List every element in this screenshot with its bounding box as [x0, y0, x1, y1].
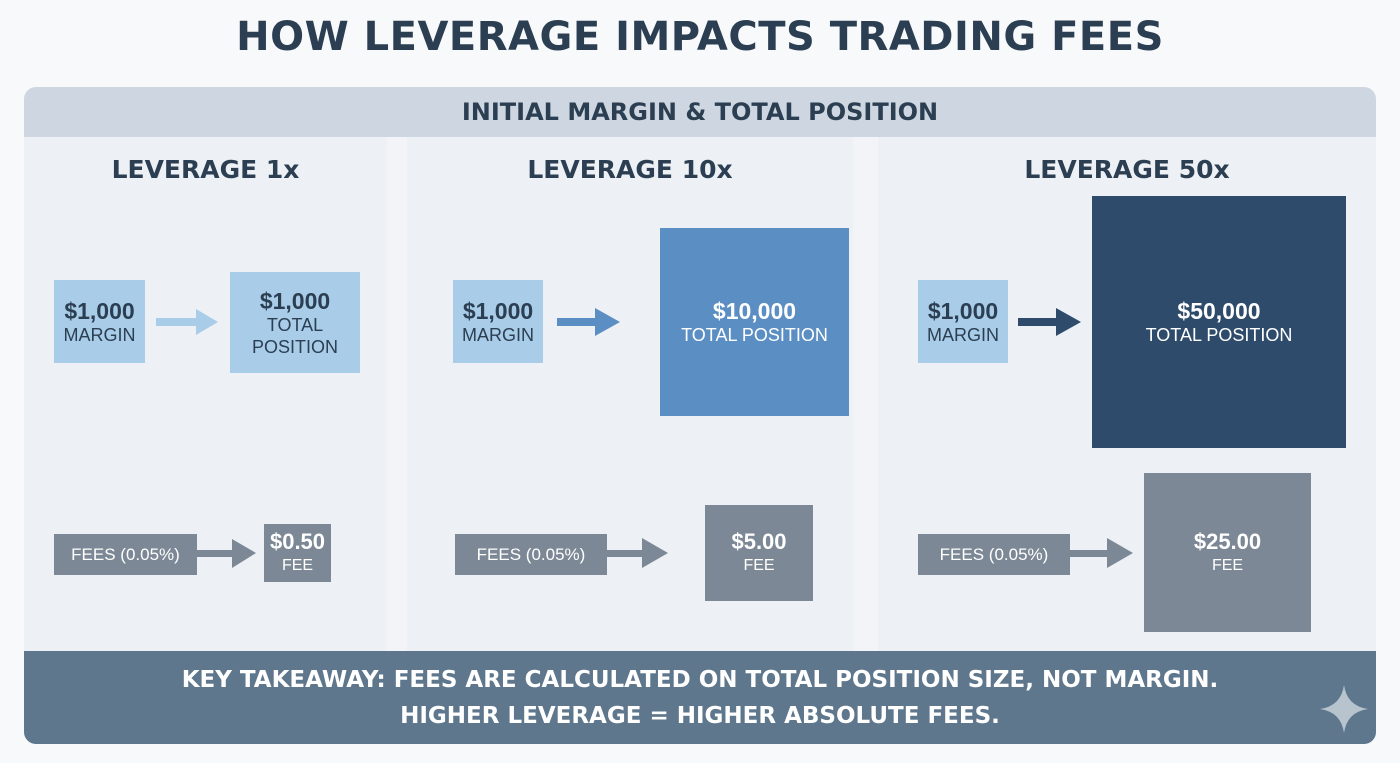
- margin-label: MARGIN: [927, 324, 999, 345]
- right-arrow-icon: [606, 538, 668, 568]
- fee-amount: $5.00: [731, 529, 787, 554]
- panel-title: LEVERAGE 10x: [527, 155, 733, 184]
- panel-title: LEVERAGE 1x: [111, 155, 300, 184]
- position-label-line1: TOTAL: [266, 314, 324, 335]
- margin-amount: $1,000: [927, 297, 999, 324]
- fee-amount: $25.00: [1193, 528, 1262, 554]
- fees-rate-box: FEES (0.05%): [455, 534, 607, 575]
- position-label-line2: POSITION: [251, 336, 338, 357]
- margin-box: $1,000 MARGIN: [453, 280, 543, 363]
- right-arrow-icon: [557, 308, 620, 336]
- takeaway-line-1: KEY TAKEAWAY: FEES ARE CALCULATED ON TOT…: [181, 666, 1219, 693]
- position-label: TOTAL POSITION: [681, 325, 828, 345]
- position-amount: $1,000: [259, 287, 331, 314]
- right-arrow-icon: [1069, 538, 1133, 568]
- fee-result-box: $25.00 FEE: [1144, 473, 1311, 632]
- page-title: HOW LEVERAGE IMPACTS TRADING FEES: [236, 14, 1164, 60]
- fee-label: FEE: [743, 557, 775, 574]
- right-arrow-icon: [196, 539, 256, 568]
- margin-label: MARGIN: [462, 324, 534, 345]
- position-amount: $10,000: [712, 298, 797, 324]
- key-takeaway-banner: KEY TAKEAWAY: FEES ARE CALCULATED ON TOT…: [24, 651, 1376, 744]
- panel-title: LEVERAGE 50x: [1024, 155, 1230, 184]
- fee-amount: $0.50: [269, 529, 326, 554]
- four-point-star-icon: [1320, 685, 1368, 733]
- total-position-box: $50,000 TOTAL POSITION: [1092, 196, 1346, 448]
- fee-result-box: $0.50 FEE: [264, 524, 331, 582]
- margin-amount: $1,000: [64, 297, 135, 324]
- fees-rate-box: FEES (0.05%): [918, 534, 1070, 575]
- right-arrow-icon: [156, 309, 218, 335]
- position-label: TOTAL POSITION: [1145, 325, 1293, 345]
- fee-label: FEE: [1211, 556, 1244, 574]
- panel-leverage-50x: LEVERAGE 50x $1,000 MARGIN $50,000 TOTAL…: [878, 137, 1376, 651]
- position-amount: $50,000: [1177, 298, 1261, 324]
- total-position-box: $1,000 TOTAL POSITION: [230, 272, 360, 373]
- total-position-box: $10,000 TOTAL POSITION: [660, 228, 849, 416]
- fee-label: FEE: [281, 557, 314, 574]
- takeaway-line-2: HIGHER LEVERAGE = HIGHER ABSOLUTE FEES.: [400, 702, 1000, 729]
- panel-leverage-10x: LEVERAGE 10x $1,000 MARGIN $10,000 TOTAL…: [407, 137, 853, 651]
- margin-box: $1,000 MARGIN: [918, 280, 1008, 363]
- diagram-frame: INITIAL MARGIN & TOTAL POSITION LEVERAGE…: [24, 87, 1376, 744]
- margin-label: MARGIN: [63, 324, 136, 345]
- right-arrow-icon: [1018, 308, 1081, 336]
- fee-result-box: $5.00 FEE: [705, 505, 813, 601]
- fees-rate-box: FEES (0.05%): [54, 534, 197, 575]
- margin-amount: $1,000: [462, 297, 534, 324]
- section-header: INITIAL MARGIN & TOTAL POSITION: [24, 87, 1376, 137]
- margin-box: $1,000 MARGIN: [54, 280, 145, 363]
- panel-leverage-1x: LEVERAGE 1x $1,000 MARGIN $1,000 TOTAL P…: [24, 137, 387, 651]
